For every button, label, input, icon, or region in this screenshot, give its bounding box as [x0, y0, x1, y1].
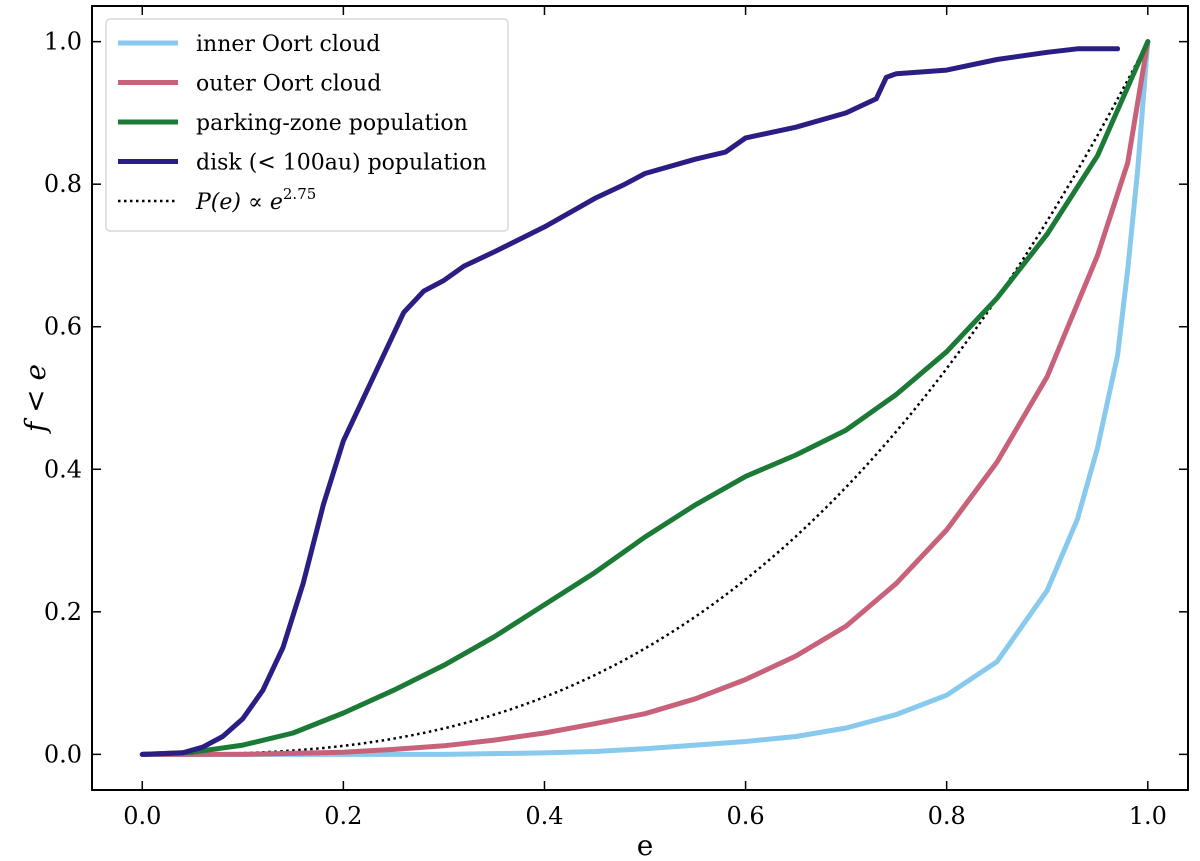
legend-entry: disk (< 100au) population [118, 151, 487, 176]
legend-entry: P(e) ∝ e2.75 [118, 185, 316, 215]
series-layer [139, 39, 1151, 757]
x-tick-label: 0.6 [726, 802, 764, 830]
y-tick-label: 1.0 [44, 28, 82, 56]
legend-entries: inner Oort cloud outer Oort cloud parking-… [118, 32, 487, 215]
x-tick-label: 0.0 [123, 802, 161, 830]
legend-entry: inner Oort cloud [118, 32, 380, 57]
legend-label: P(e) ∝ e2.75 [195, 185, 316, 215]
x-tick-label: 0.2 [324, 802, 362, 830]
legend-label: inner Oort cloud [196, 32, 380, 57]
legend-label: parking-zone population [196, 111, 468, 136]
legend: inner Oort cloud outer Oort cloud parking-… [105, 18, 509, 232]
y-tick-label: 0.8 [44, 170, 82, 198]
series-line-3 [139, 46, 1121, 757]
plot-area-frame [91, 5, 1189, 791]
ticks-layer: 0.0 0.2 0.4 0.6 0.8 1.0 0.0 0.2 0.4 0.6 0.8 1.0 [44, 6, 1188, 830]
y-tick-label: 0.6 [44, 313, 82, 341]
legend-entry: outer Oort cloud [118, 72, 381, 97]
legend-entry: parking-zone population [118, 111, 468, 136]
legend-label-exponent: 2.75 [283, 185, 316, 203]
x-tick-label: 0.8 [928, 802, 966, 830]
x-tick-label: 1.0 [1129, 802, 1167, 830]
series-line-1 [139, 39, 1151, 757]
legend-label: disk (< 100au) population [196, 151, 487, 176]
legend-label: outer Oort cloud [196, 72, 381, 97]
x-axis-label: e [637, 829, 654, 861]
legend-label-base: P(e) ∝ e [195, 190, 283, 215]
y-tick-label: 0.0 [44, 740, 82, 768]
series-line-4 [142, 41, 1149, 756]
y-axis-label: f < e [19, 364, 52, 434]
y-tick-label: 0.2 [44, 598, 82, 626]
legend-box [105, 18, 509, 232]
y-tick-label: 0.4 [44, 455, 82, 483]
series-line-2 [139, 39, 1151, 757]
x-tick-label: 0.4 [525, 802, 563, 830]
series-line-0 [139, 39, 1151, 757]
